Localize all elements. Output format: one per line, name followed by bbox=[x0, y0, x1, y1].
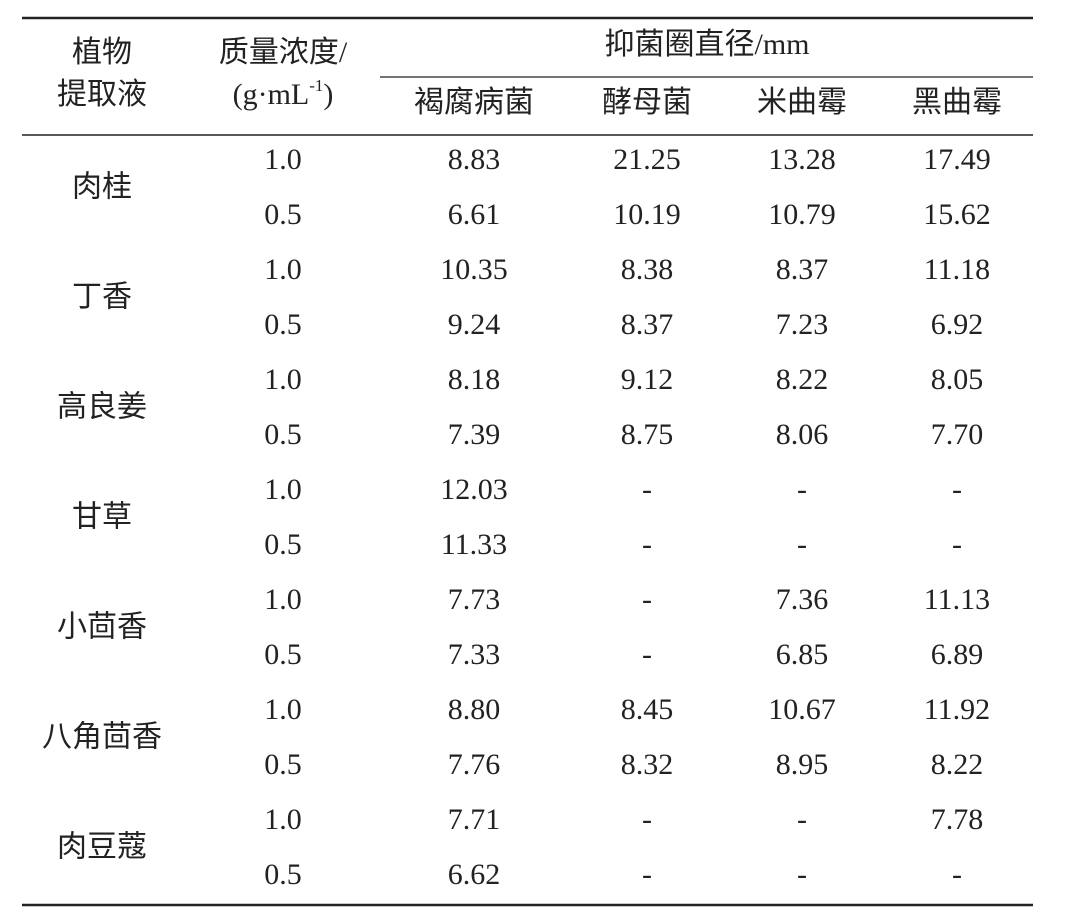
concentration-cell: 0.5 bbox=[264, 528, 302, 561]
concentration-cell: 1.0 bbox=[264, 803, 302, 836]
concentration-cell: 1.0 bbox=[264, 143, 302, 176]
value-cell: 8.32 bbox=[621, 748, 674, 781]
plant-name: 肉豆蔻 bbox=[57, 830, 147, 863]
value-cell: 10.35 bbox=[440, 253, 508, 286]
value-cell: 7.70 bbox=[931, 418, 984, 451]
concentration-cell: 0.5 bbox=[264, 198, 302, 231]
value-cell: 7.36 bbox=[776, 583, 829, 616]
concentration-cell: 1.0 bbox=[264, 363, 302, 396]
value-cell: 8.75 bbox=[621, 418, 674, 451]
value-cell: 8.22 bbox=[931, 748, 984, 781]
header-plant: 提取液 bbox=[57, 78, 147, 111]
value-cell: - bbox=[797, 803, 807, 836]
value-cell: 10.67 bbox=[768, 693, 836, 726]
unit-text: ) bbox=[323, 78, 333, 111]
value-cell: 17.49 bbox=[923, 143, 991, 176]
value-cell: 7.23 bbox=[776, 308, 829, 341]
concentration-cell: 0.5 bbox=[264, 858, 302, 891]
value-cell: 21.25 bbox=[613, 143, 681, 176]
value-cell: 9.12 bbox=[621, 363, 674, 396]
unit-sup: -1 bbox=[309, 76, 323, 95]
value-cell: 7.73 bbox=[448, 583, 501, 616]
plant-name: 八角茴香 bbox=[42, 720, 162, 753]
value-cell: - bbox=[797, 473, 807, 506]
concentration-cell: 0.5 bbox=[264, 308, 302, 341]
value-cell: 10.79 bbox=[768, 198, 836, 231]
column-header: 黑曲霉 bbox=[912, 86, 1002, 119]
concentration-cell: 1.0 bbox=[264, 693, 302, 726]
value-cell: 6.89 bbox=[931, 638, 984, 671]
header-plant: 植物 bbox=[72, 36, 132, 69]
header-unit: (g·mL-1) bbox=[233, 76, 334, 111]
value-cell: - bbox=[797, 858, 807, 891]
value-cell: 6.61 bbox=[448, 198, 501, 231]
value-cell: 8.18 bbox=[448, 363, 501, 396]
value-cell: - bbox=[642, 528, 652, 561]
concentration-cell: 1.0 bbox=[264, 253, 302, 286]
value-cell: - bbox=[797, 528, 807, 561]
value-cell: - bbox=[642, 473, 652, 506]
value-cell: 8.06 bbox=[776, 418, 829, 451]
value-cell: 13.28 bbox=[768, 143, 836, 176]
value-cell: 8.22 bbox=[776, 363, 829, 396]
concentration-cell: 0.5 bbox=[264, 418, 302, 451]
header-concentration: 质量浓度/ bbox=[219, 36, 348, 69]
value-cell: 6.92 bbox=[931, 308, 984, 341]
value-cell: 11.33 bbox=[441, 528, 507, 561]
plant-name: 肉桂 bbox=[72, 170, 132, 203]
value-cell: 12.03 bbox=[440, 473, 508, 506]
value-cell: 8.05 bbox=[931, 363, 984, 396]
column-header: 酵母菌 bbox=[602, 86, 692, 119]
unit-text: (g·mL bbox=[233, 78, 310, 111]
value-cell: - bbox=[642, 583, 652, 616]
concentration-cell: 0.5 bbox=[264, 748, 302, 781]
value-cell: 11.18 bbox=[924, 253, 990, 286]
value-cell: 11.13 bbox=[924, 583, 990, 616]
value-cell: 7.71 bbox=[448, 803, 501, 836]
value-cell: 10.19 bbox=[613, 198, 681, 231]
value-cell: 8.37 bbox=[776, 253, 829, 286]
value-cell: 7.39 bbox=[448, 418, 501, 451]
value-cell: 6.62 bbox=[448, 858, 501, 891]
value-cell: - bbox=[952, 473, 962, 506]
value-cell: - bbox=[642, 858, 652, 891]
value-cell: 9.24 bbox=[448, 308, 501, 341]
value-cell: 7.76 bbox=[448, 748, 501, 781]
value-cell: 7.33 bbox=[448, 638, 501, 671]
value-cell: 8.83 bbox=[448, 143, 501, 176]
concentration-cell: 0.5 bbox=[264, 638, 302, 671]
plant-name: 小茴香 bbox=[57, 610, 147, 643]
value-cell: - bbox=[642, 638, 652, 671]
column-header: 米曲霉 bbox=[757, 86, 847, 119]
value-cell: 8.95 bbox=[776, 748, 829, 781]
value-cell: 7.78 bbox=[931, 803, 984, 836]
value-cell: 15.62 bbox=[923, 198, 991, 231]
concentration-cell: 1.0 bbox=[264, 583, 302, 616]
value-cell: - bbox=[642, 803, 652, 836]
value-cell: 6.85 bbox=[776, 638, 829, 671]
value-cell: 11.92 bbox=[924, 693, 990, 726]
concentration-cell: 1.0 bbox=[264, 473, 302, 506]
value-cell: - bbox=[952, 858, 962, 891]
plant-name: 丁香 bbox=[72, 280, 132, 313]
plant-name: 甘草 bbox=[72, 500, 132, 533]
value-cell: - bbox=[952, 528, 962, 561]
value-cell: 8.37 bbox=[621, 308, 674, 341]
value-cell: 8.80 bbox=[448, 693, 501, 726]
plant-name: 高良姜 bbox=[57, 390, 147, 423]
value-cell: 8.38 bbox=[621, 253, 674, 286]
value-cell: 8.45 bbox=[621, 693, 674, 726]
column-header: 褐腐病菌 bbox=[414, 86, 534, 119]
header-group: 抑菌圈直径/mm bbox=[604, 28, 809, 61]
